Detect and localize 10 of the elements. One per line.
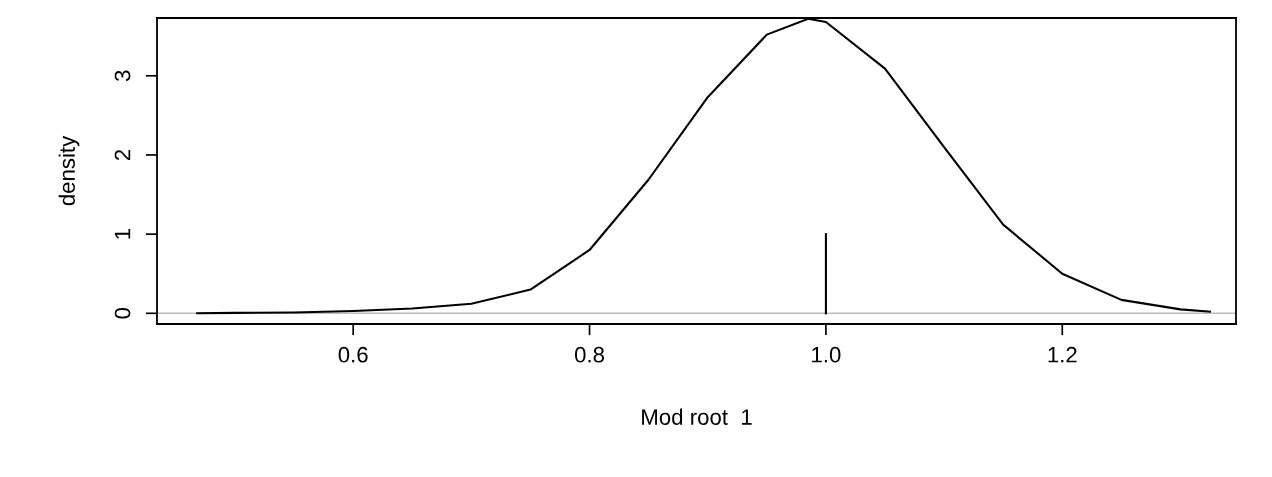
y-tick-label: 2 xyxy=(114,149,131,161)
x-tick-label: 1.2 xyxy=(1048,346,1077,363)
x-tick-label: 0.6 xyxy=(338,346,368,363)
x-tick-label: 0.8 xyxy=(574,346,605,363)
x-tick-label: 1.0 xyxy=(812,346,841,363)
x-axis-title: Mod root 1 xyxy=(642,408,752,425)
y-tick-label: 0 xyxy=(114,308,131,319)
y-axis-title: density xyxy=(58,135,80,206)
y-tick-label: 1 xyxy=(114,229,131,239)
y-tick-label: 3 xyxy=(114,70,131,82)
